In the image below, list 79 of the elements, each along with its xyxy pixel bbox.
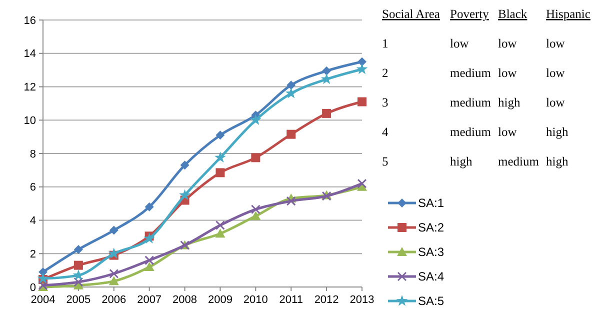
point xyxy=(357,178,367,188)
point xyxy=(286,196,296,206)
text: Hispanic xyxy=(546,7,591,21)
text: medium xyxy=(498,154,540,168)
y-tick-label: 4 xyxy=(30,215,36,228)
point xyxy=(322,108,332,118)
point xyxy=(250,211,261,220)
y-tick-label: 8 xyxy=(30,148,36,160)
x-tick-label: 2010 xyxy=(243,294,268,306)
text: high xyxy=(450,154,473,168)
text: 5 xyxy=(382,154,388,168)
legend-label: SA:4 xyxy=(418,270,444,284)
point xyxy=(216,168,225,178)
point xyxy=(215,220,225,230)
point xyxy=(356,63,368,74)
text: 4 xyxy=(382,125,389,139)
y-tick-label: 6 xyxy=(30,182,36,194)
point xyxy=(215,228,226,238)
text: low xyxy=(546,96,565,110)
x-tick-label: 2008 xyxy=(172,294,198,306)
text: high xyxy=(546,125,569,139)
point xyxy=(144,232,156,244)
legend-label: SA:1 xyxy=(418,196,444,210)
point xyxy=(286,130,296,139)
text: Black xyxy=(498,7,528,21)
point xyxy=(250,114,262,125)
y-tick-label: 10 xyxy=(24,114,36,127)
point xyxy=(214,152,226,163)
point xyxy=(251,153,260,162)
legend-label: SA:2 xyxy=(418,220,444,235)
point xyxy=(285,87,297,98)
x-tick-label: 2006 xyxy=(102,294,126,306)
point xyxy=(358,97,366,106)
point xyxy=(74,277,84,287)
legend-label: SA:3 xyxy=(418,245,444,260)
y-tick-label: 0 xyxy=(30,282,36,294)
text: 1 xyxy=(382,36,388,50)
point xyxy=(286,80,296,90)
point xyxy=(144,262,154,271)
text: low xyxy=(498,36,517,50)
text: Social Area xyxy=(382,7,440,21)
y-tick-label: 14 xyxy=(24,48,36,60)
point xyxy=(144,202,154,212)
x-tick-label: 2012 xyxy=(314,294,339,306)
text: low xyxy=(546,36,565,50)
text: medium xyxy=(450,96,492,110)
point xyxy=(109,226,118,235)
x-tick-label: 2004 xyxy=(30,294,56,306)
x-tick-label: 2009 xyxy=(208,294,232,306)
text: high xyxy=(546,154,569,168)
point xyxy=(358,57,366,66)
point xyxy=(74,260,83,270)
x-tick-label: 2005 xyxy=(66,294,91,306)
text: low xyxy=(498,125,517,139)
point xyxy=(322,66,332,76)
x-tick-label: 2013 xyxy=(350,294,374,306)
text: medium xyxy=(450,66,492,80)
point xyxy=(180,160,190,170)
text: medium xyxy=(450,125,492,139)
x-tick-label: 2011 xyxy=(279,294,303,306)
point xyxy=(179,189,190,200)
text: 2 xyxy=(382,66,388,80)
x-tick-label: 2007 xyxy=(137,294,162,306)
point xyxy=(108,276,119,286)
legend-label: SA:5 xyxy=(418,294,444,308)
point xyxy=(250,204,260,214)
point xyxy=(144,256,154,266)
y-tick-label: 16 xyxy=(24,14,36,27)
point xyxy=(216,130,225,140)
text: low xyxy=(450,36,469,50)
text: low xyxy=(498,66,517,80)
text: high xyxy=(498,96,521,110)
point xyxy=(109,268,119,278)
point xyxy=(74,244,83,254)
text: Poverty xyxy=(450,7,490,21)
y-tick-label: 2 xyxy=(30,248,36,260)
text: 3 xyxy=(382,96,388,110)
y-tick-label: 12 xyxy=(24,82,36,94)
text: low xyxy=(546,66,565,80)
